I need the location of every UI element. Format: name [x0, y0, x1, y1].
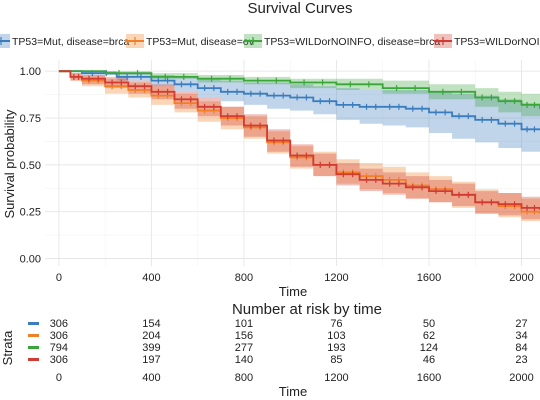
confidence-band [58, 71, 540, 222]
survival-curve [58, 70, 540, 109]
risk-table-row: 794 399 277 193 124 84 [28, 342, 528, 354]
confidence-band [58, 71, 540, 120]
risk-table-x-tick-label: 800 [235, 372, 253, 384]
y-tick-label: 0.75 [20, 113, 41, 125]
y-tick-label: 1.00 [20, 66, 41, 78]
risk-count: 399 [142, 342, 160, 354]
risk-count: 34 [515, 330, 527, 342]
risk-table-x-tick-label: 400 [142, 372, 160, 384]
strata-color-key [28, 322, 39, 325]
risk-table-x-tick-label: 1200 [324, 372, 348, 384]
risk-count: 156 [235, 330, 253, 342]
legend-item: TP53=Mut, disease=ov [126, 34, 255, 48]
confidence-band [58, 71, 540, 156]
legend-label: TP53=Mut, disease=brca [12, 36, 129, 48]
y-tick-label: 0.00 [20, 254, 41, 266]
survival-curve [58, 70, 540, 131]
plot-area: 0 400 800 1200 1600 2000 0.00 0.25 0.50 0.75 1.00 [20, 60, 540, 284]
risk-table-x-tick-label: 0 [56, 372, 62, 384]
plot-background [45, 60, 540, 266]
risk-table-x-tick-label: 2000 [509, 372, 533, 384]
legend-item: TP53=WILDorNOINFO, disease=ov [434, 34, 540, 48]
x-tick-label: 400 [142, 272, 160, 284]
y-axis-label: Survival probability [2, 109, 17, 219]
x-tick-label: 0 [56, 272, 62, 284]
risk-count: 124 [420, 342, 438, 354]
risk-count: 101 [235, 318, 253, 330]
risk-count: 794 [50, 342, 68, 354]
risk-count: 62 [423, 330, 435, 342]
risk-table-x-tick-label: 1600 [417, 372, 441, 384]
risk-count: 306 [50, 354, 68, 366]
risk-table-row: 306 154 101 76 50 27 [28, 318, 528, 330]
risk-count: 154 [142, 318, 160, 330]
strata-color-key [28, 358, 39, 361]
x-tick-label: 2000 [509, 272, 533, 284]
risk-count: 197 [142, 354, 160, 366]
legend-label: TP53=WILDorNOINFO, disease=ov [454, 36, 540, 48]
legend: TP53=Mut, disease=brca TP53=Mut, disease=… [0, 34, 540, 48]
strata-color-key [28, 346, 39, 349]
strata-color-key [28, 334, 39, 337]
x-tick-label: 1600 [417, 272, 441, 284]
risk-table-strata-label: Strata [0, 330, 15, 365]
risk-table-title: Number at risk by time [232, 301, 382, 318]
chart-title: Survival Curves [247, 0, 352, 17]
risk-count: 23 [515, 354, 527, 366]
risk-count: 193 [327, 342, 345, 354]
legend-item: TP53=WILDorNOINFO, disease=brca [244, 34, 440, 48]
risk-count: 277 [235, 342, 253, 354]
risk-count: 27 [515, 318, 527, 330]
x-axis-label: Time [279, 284, 307, 299]
y-tick-label: 0.50 [20, 160, 41, 172]
risk-count: 76 [330, 318, 342, 330]
risk-count: 50 [423, 318, 435, 330]
survival-curve [58, 70, 540, 210]
risk-table-row: 306 197 140 85 46 23 [28, 354, 528, 366]
legend-item: TP53=Mut, disease=brca [0, 34, 129, 48]
x-tick-label: 800 [235, 272, 253, 284]
x-tick-label: 1200 [324, 272, 348, 284]
risk-count: 103 [327, 330, 345, 342]
risk-count: 204 [142, 330, 160, 342]
risk-count: 140 [235, 354, 253, 366]
risk-count: 306 [50, 330, 68, 342]
risk-count: 306 [50, 318, 68, 330]
legend-label: TP53=Mut, disease=ov [146, 36, 255, 48]
risk-count: 85 [330, 354, 342, 366]
legend-label: TP53=WILDorNOINFO, disease=brca [264, 36, 440, 48]
risk-count: 46 [423, 354, 435, 366]
y-tick-label: 0.25 [20, 207, 41, 219]
risk-count: 84 [515, 342, 527, 354]
risk-table: 306 154 101 76 50 27 306 204 156 103 62 34 794 399 277… [28, 318, 534, 384]
risk-table-row: 306 204 156 103 62 34 [28, 330, 528, 342]
risk-table-x-axis-label: Time [279, 384, 307, 399]
